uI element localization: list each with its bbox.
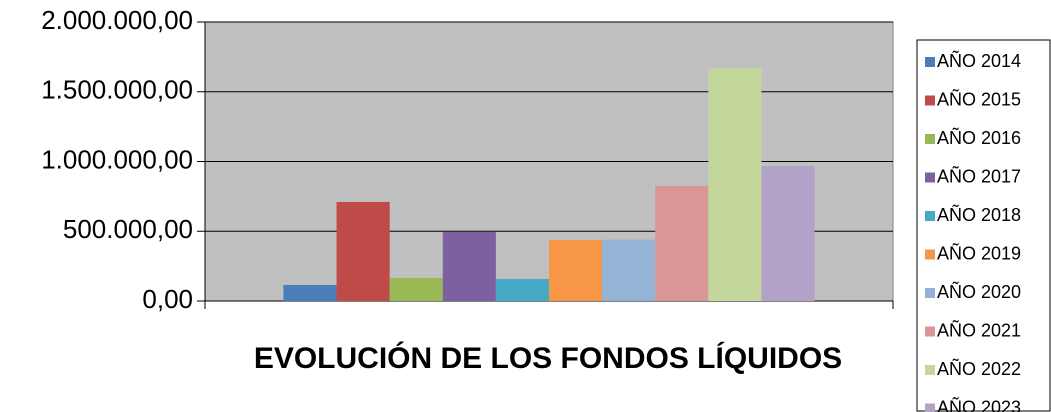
- y-tick-label: 1.000.000,00: [41, 144, 193, 174]
- legend-label: AÑO 2019: [937, 242, 1021, 263]
- bar: [549, 240, 603, 301]
- bar: [336, 201, 390, 301]
- y-tick-label: 0,00: [142, 284, 193, 314]
- legend-label: AÑO 2016: [937, 127, 1021, 148]
- legend-swatch: [925, 365, 935, 375]
- y-tick-label: 500.000,00: [63, 214, 193, 244]
- bar: [602, 239, 656, 301]
- legend-swatch: [925, 95, 935, 106]
- legend-label: AÑO 2015: [937, 88, 1021, 109]
- legend-swatch: [925, 403, 935, 412]
- bar: [442, 231, 496, 301]
- legend-swatch: [925, 288, 935, 298]
- legend-swatch: [925, 249, 935, 260]
- legend-swatch: [925, 326, 935, 337]
- chart-title: EVOLUCIÓN DE LOS FONDOS LÍQUIDOS: [254, 341, 842, 375]
- legend-label: AÑO 2017: [937, 165, 1021, 186]
- legend-label: AÑO 2022: [937, 358, 1021, 379]
- legend-label: AÑO 2023: [937, 396, 1021, 412]
- legend-swatch: [925, 134, 935, 144]
- legend-label: AÑO 2021: [937, 319, 1021, 340]
- legend-label: AÑO 2014: [937, 50, 1021, 71]
- bar: [389, 277, 443, 301]
- legend-box: [916, 39, 1051, 412]
- legend-label: AÑO 2018: [937, 204, 1021, 225]
- y-tick-label: 2.000.000,00: [41, 5, 193, 35]
- bar: [283, 284, 337, 301]
- bar: [761, 165, 815, 301]
- legend-swatch: [925, 211, 935, 221]
- legend-swatch: [925, 57, 935, 67]
- bar: [495, 278, 549, 301]
- bar: [655, 186, 709, 301]
- legend-label: AÑO 2020: [937, 281, 1021, 302]
- y-tick-label: 1.500.000,00: [41, 75, 193, 105]
- bar: [708, 68, 762, 301]
- legend-swatch: [925, 172, 935, 183]
